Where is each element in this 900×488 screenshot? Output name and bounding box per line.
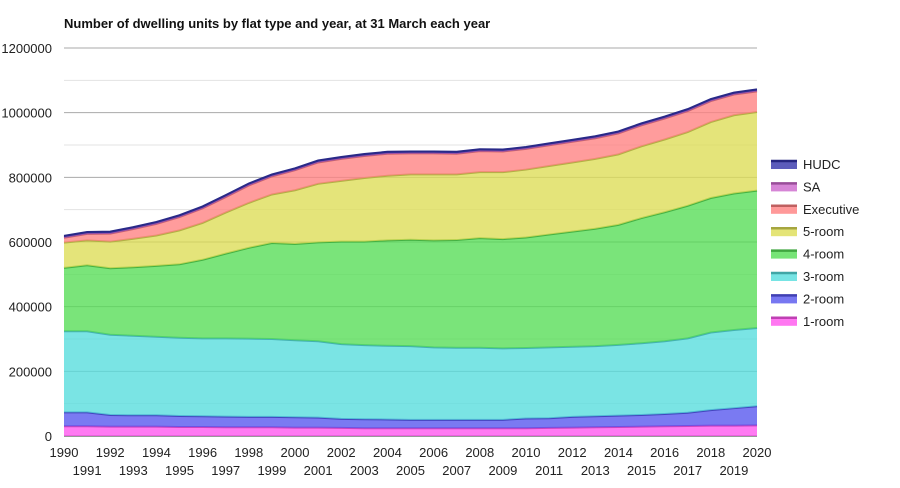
x-tick-label: 2000 (281, 445, 310, 460)
legend-swatch-2-room (771, 295, 797, 304)
legend-label-1-room: 1-room (803, 314, 844, 329)
legend-swatch-3-room (771, 273, 797, 281)
legend-label-2-room: 2-room (803, 291, 844, 306)
legend-swatch-4-room (771, 250, 797, 259)
x-tick-label: 2005 (396, 463, 425, 478)
legend-label-sa: SA (803, 179, 821, 194)
area-3-room (64, 328, 757, 420)
x-tick-label: 1993 (119, 463, 148, 478)
x-tick-label: 2013 (581, 463, 610, 478)
y-tick-label: 800000 (9, 170, 52, 185)
x-tick-label: 2001 (304, 463, 333, 478)
chart-title: Number of dwelling units by flat type an… (64, 16, 490, 31)
legend-label-hudc: HUDC (803, 157, 841, 172)
x-tick-label: 2004 (373, 445, 402, 460)
legend: HUDC SA Executive 5-room 4-room 3-room 2-room 1… (771, 157, 859, 329)
x-tick-label: 2016 (650, 445, 679, 460)
x-tick-label: 1995 (165, 463, 194, 478)
legend-label-5-room: 5-room (803, 224, 844, 239)
legend-label-4-room: 4-room (803, 247, 844, 262)
x-tick-label: 1996 (188, 445, 217, 460)
x-tick-label: 1997 (211, 463, 240, 478)
y-tick-label: 400000 (9, 300, 52, 315)
x-tick-label: 1998 (234, 445, 263, 460)
x-tick-label: 2006 (419, 445, 448, 460)
x-tick-label: 2019 (719, 463, 748, 478)
x-tick-label: 2009 (488, 463, 517, 478)
x-tick-label: 2010 (512, 445, 541, 460)
x-tick-label: 1994 (142, 445, 171, 460)
y-tick-label: 1000000 (1, 106, 52, 121)
area-2-room (64, 406, 757, 429)
legend-swatch-sa (771, 183, 797, 192)
x-tick-label: 2003 (350, 463, 379, 478)
y-tick-label: 1200000 (1, 41, 52, 56)
area-executive (64, 91, 757, 243)
x-tick-label: 2020 (743, 445, 772, 460)
area-series (63, 88, 758, 436)
y-tick-label: 200000 (9, 364, 52, 379)
legend-label-executive: Executive (803, 202, 859, 217)
axes: 0 200000 400000 600000 800000 1000000 1200000 1… (1, 41, 771, 478)
x-tick-label: 1992 (96, 445, 125, 460)
y-tick-label: 0 (45, 429, 52, 444)
y-tick-label: 600000 (9, 235, 52, 250)
legend-swatch-5-room (771, 228, 797, 237)
x-tick-label: 2012 (558, 445, 587, 460)
legend-swatch-1-room (771, 317, 797, 326)
x-tick-label: 2007 (442, 463, 471, 478)
x-tick-label: 2008 (465, 445, 494, 460)
legend-label-3-room: 3-room (803, 269, 844, 284)
x-tick-label: 1990 (50, 445, 79, 460)
x-tick-label: 1991 (73, 463, 102, 478)
area-5-room (64, 112, 757, 269)
x-tick-label: 2017 (673, 463, 702, 478)
x-tick-label: 2011 (535, 463, 563, 478)
x-tick-label: 2015 (627, 463, 656, 478)
area-4-room (64, 190, 757, 349)
x-tick-label: 1999 (257, 463, 286, 478)
legend-swatch-hudc (771, 161, 797, 169)
x-tick-label: 2018 (696, 445, 725, 460)
x-tick-label: 2014 (604, 445, 633, 460)
legend-swatch-executive (771, 205, 797, 214)
x-tick-label: 2002 (327, 445, 356, 460)
line-hudc (63, 88, 758, 237)
